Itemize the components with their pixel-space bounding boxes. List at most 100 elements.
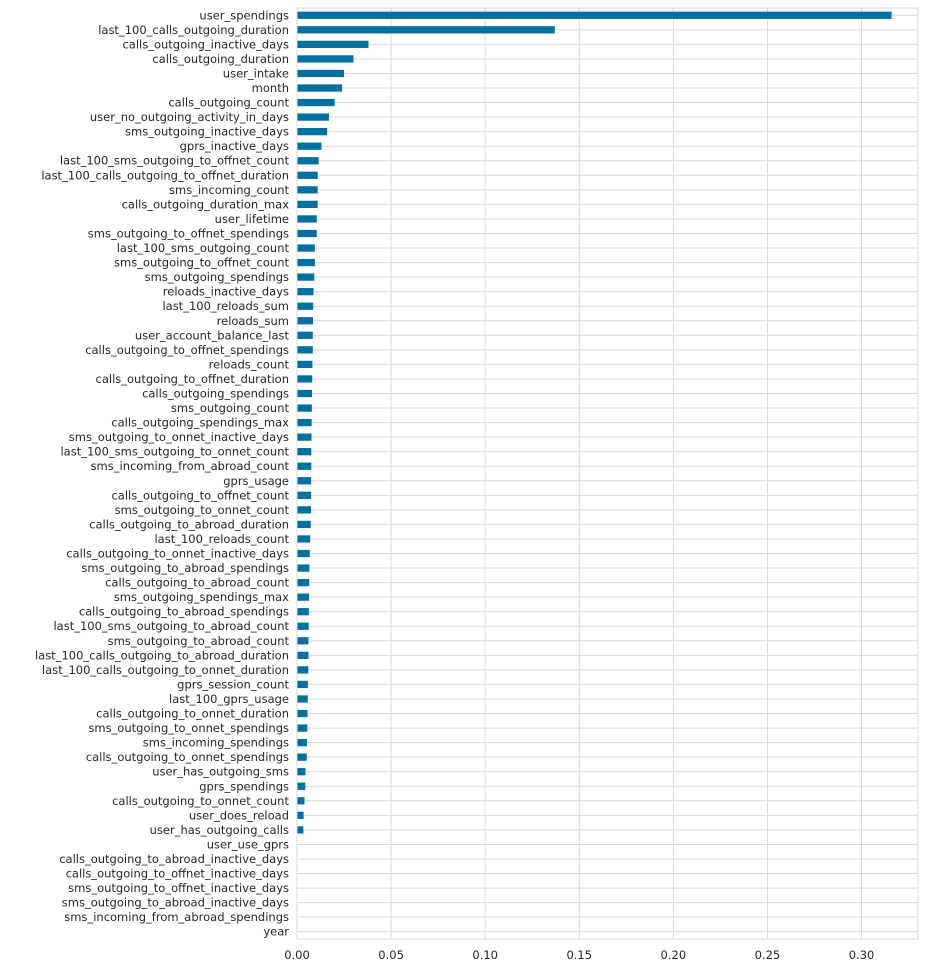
bar (297, 418, 312, 427)
bar (297, 389, 313, 398)
bar (297, 128, 328, 136)
bar (297, 273, 315, 281)
y-tick-label: last_100_sms_outgoing_to_offnet_count (60, 154, 290, 168)
bar (297, 549, 310, 558)
y-tick-label: user_account_balance_last (135, 328, 290, 342)
y-tick-label: last_100_calls_outgoing_to_onnet_duratio… (42, 663, 289, 677)
bar (297, 331, 313, 339)
x-tick-label: 0.15 (566, 948, 592, 962)
y-tick-label: calls_outgoing_to_onnet_duration (96, 707, 289, 721)
x-tick-label: 0.00 (284, 948, 310, 962)
y-tick-label: sms_outgoing_count (171, 401, 290, 415)
y-tick-label: year (263, 925, 289, 939)
y-tick-label: user_intake (223, 66, 289, 80)
bar (297, 724, 308, 732)
bar (297, 477, 312, 485)
y-tick-label: sms_incoming_from_abroad_count (91, 459, 290, 473)
y-tick-label: last_100_reloads_count (154, 532, 289, 546)
y-tick-label: user_spendings (199, 8, 289, 22)
y-tick-label: last_100_gprs_usage (169, 692, 289, 706)
bar (297, 26, 555, 34)
y-tick-label: user_no_outgoing_activity_in_days (90, 110, 289, 124)
bar (297, 797, 305, 805)
y-tick-label: last_100_calls_outgoing_duration (98, 23, 289, 37)
bar (297, 40, 369, 49)
y-tick-label: sms_outgoing_spendings_max (114, 590, 289, 604)
y-tick-label: gprs_session_count (177, 677, 289, 691)
y-tick-label: sms_incoming_from_abroad_spendings (64, 910, 289, 924)
bar (297, 578, 310, 587)
y-tick-label: sms_outgoing_to_abroad_inactive_days (62, 896, 289, 910)
y-tick-label: last_100_calls_outgoing_to_abroad_durati… (35, 648, 289, 662)
y-tick-label: sms_outgoing_to_abroad_spendings (81, 561, 289, 575)
bar (297, 738, 307, 747)
y-tick-label: sms_outgoing_to_offnet_inactive_days (68, 881, 289, 895)
y-tick-label: calls_outgoing_to_onnet_spendings (86, 750, 289, 764)
y-tick-label: sms_outgoing_to_onnet_inactive_days (69, 430, 289, 444)
bar (297, 346, 313, 354)
y-tick-label: sms_outgoing_spendings (145, 270, 289, 284)
bar (297, 564, 310, 572)
y-tick-label: calls_outgoing_spendings_max (111, 416, 289, 430)
x-tick-label: 0.05 (378, 948, 404, 962)
bar (297, 317, 313, 325)
x-tick-labels: 0.00 0.05 0.10 0.15 0.20 0.25 0.30 (284, 948, 874, 962)
y-tick-label: sms_outgoing_to_offnet_spendings (88, 226, 289, 240)
bar (297, 535, 311, 543)
bar (297, 186, 318, 194)
bar (297, 491, 312, 499)
bar (297, 709, 308, 718)
bar (297, 448, 312, 456)
y-tick-label: last_100_reloads_sum (162, 299, 289, 313)
y-tick-label: sms_outgoing_to_onnet_spendings (88, 721, 289, 735)
y-tick-label: reloads_inactive_days (163, 285, 289, 299)
bar (297, 258, 315, 267)
y-tick-label: sms_outgoing_to_onnet_count (115, 503, 290, 517)
y-tick-label: sms_incoming_spendings (143, 736, 289, 750)
y-tick-label: calls_outgoing_to_offnet_duration (96, 372, 289, 386)
y-tick-label: last_100_sms_outgoing_to_onnet_count (60, 445, 289, 459)
bar (297, 200, 318, 209)
grid-lines (296, 8, 918, 939)
y-tick-label: calls_outgoing_to_offnet_inactive_days (66, 867, 289, 881)
x-tick-label: 0.10 (472, 948, 498, 962)
bar (297, 69, 345, 78)
y-tick-label: sms_outgoing_inactive_days (125, 125, 289, 139)
bar (297, 98, 335, 107)
y-tick-label: calls_outgoing_duration_max (122, 197, 290, 211)
y-tick-label: user_has_outgoing_calls (150, 823, 289, 837)
y-tick-label: user_does_reload (189, 808, 289, 822)
bar (297, 680, 308, 689)
bar (297, 753, 307, 761)
x-tick-label: 0.30 (849, 948, 875, 962)
bar (297, 782, 306, 790)
bar (297, 651, 309, 659)
bar (297, 593, 310, 601)
x-tick-label: 0.25 (755, 948, 781, 962)
bar (297, 113, 329, 121)
bar (297, 229, 317, 238)
y-tick-label: sms_outgoing_to_offnet_count (114, 256, 289, 270)
y-tick-label: calls_outgoing_to_abroad_duration (89, 517, 289, 531)
y-tick-label: calls_outgoing_to_abroad_count (105, 576, 289, 590)
y-tick-label: gprs_spendings (199, 779, 289, 793)
y-tick-label: user_has_outgoing_sms (152, 765, 289, 779)
y-tick-label: calls_outgoing_spendings (142, 386, 289, 400)
bar (297, 360, 313, 369)
y-tick-label: calls_outgoing_to_abroad_spendings (79, 605, 289, 619)
y-tick-label: reloads_count (209, 357, 290, 371)
y-tick-labels: user_spendingslast_100_calls_outgoing_du… (35, 8, 290, 938)
bar (297, 811, 304, 819)
y-tick-label: calls_outgoing_to_onnet_inactive_days (66, 547, 289, 561)
bar (297, 637, 309, 645)
bar (297, 11, 892, 19)
bar (297, 433, 312, 441)
y-tick-label: calls_outgoing_inactive_days (122, 37, 289, 51)
bar (297, 404, 312, 412)
y-tick-label: calls_outgoing_to_offnet_spendings (85, 343, 289, 357)
bar (297, 142, 322, 150)
bar (297, 666, 309, 674)
y-tick-label: sms_outgoing_to_abroad_count (108, 634, 290, 648)
